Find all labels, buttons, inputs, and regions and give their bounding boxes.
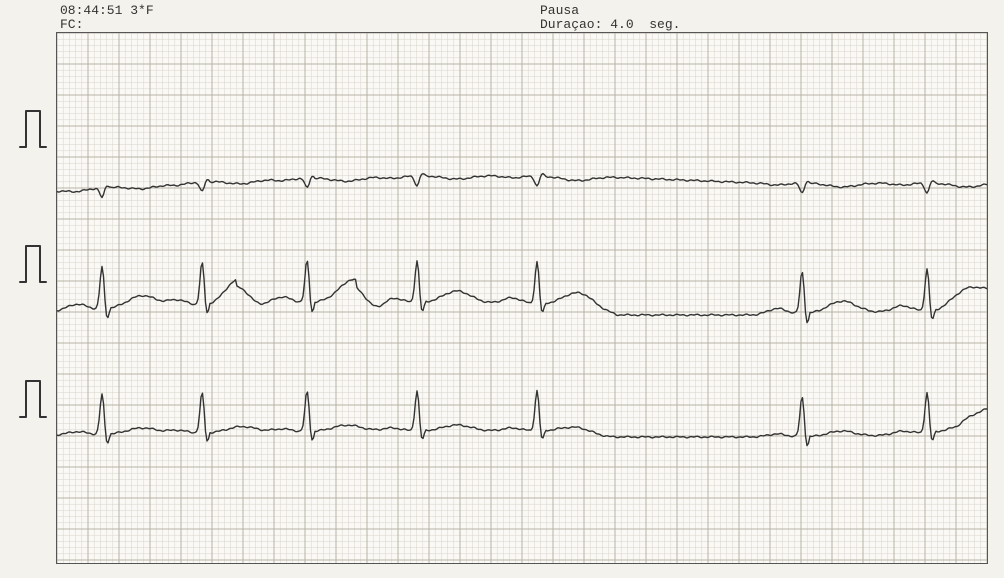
timestamp: 08:44:51 3*F	[60, 3, 154, 18]
ecg-svg	[57, 33, 987, 563]
event-label: Pausa	[540, 3, 579, 18]
calibration-pulse	[20, 381, 46, 417]
header-left: 08:44:51 3*F FC:	[60, 4, 154, 32]
header-right: Pausa Duraçao: 4.0 seg.	[540, 4, 680, 32]
duration-label: Duraçao: 4.0 seg.	[540, 17, 680, 32]
calibration-svg	[16, 32, 54, 562]
ecg-strip	[56, 32, 988, 564]
header: 08:44:51 3*F FC: Pausa Duraçao: 4.0 seg.	[0, 4, 1004, 28]
fc-label: FC:	[60, 17, 83, 32]
calibration-pulse	[20, 111, 46, 147]
ecg-page: 08:44:51 3*F FC: Pausa Duraçao: 4.0 seg.	[0, 0, 1004, 578]
calibration-pulse	[20, 246, 46, 282]
calibration-column	[16, 32, 54, 562]
